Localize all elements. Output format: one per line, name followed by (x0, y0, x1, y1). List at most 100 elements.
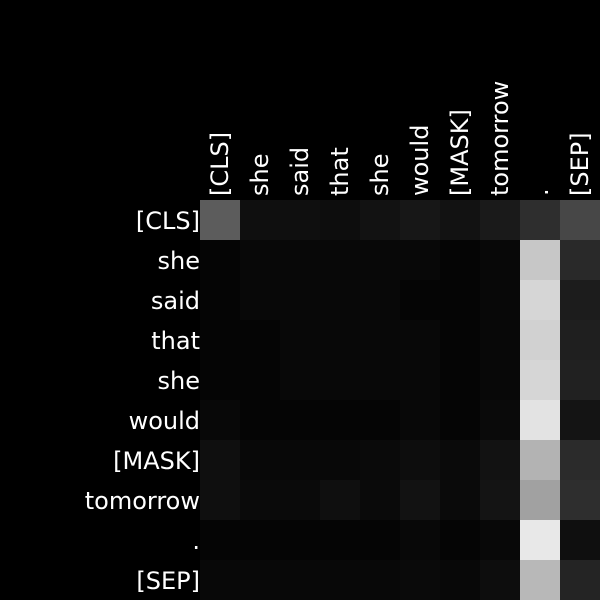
heatmap-cell-r7-c1 (240, 480, 280, 520)
heatmap-cell-r6-c5 (400, 440, 440, 480)
y-tick-label: [SEP] (136, 567, 200, 595)
heatmap-cell-r5-c0 (200, 400, 240, 440)
y-tick-labels: [CLS] she said that she would [MASK] tomorrow. [… (85, 207, 200, 595)
heatmap-cell-r0-c9 (560, 200, 600, 240)
heatmap-cell-r3-c3 (320, 320, 360, 360)
heatmap-cell-r3-c6 (440, 320, 480, 360)
heatmap-cell-r9-c4 (360, 560, 400, 600)
heatmap-cell-r0-c7 (480, 200, 520, 240)
heatmap-cell-r9-c7 (480, 560, 520, 600)
heatmap-cell-r5-c5 (400, 400, 440, 440)
heatmap-cell-r2-c4 (360, 280, 400, 320)
heatmap-cells (200, 200, 600, 600)
y-tick-label: [MASK] (113, 447, 200, 475)
heatmap-cell-r8-c7 (480, 520, 520, 560)
heatmap-cell-r2-c9 (560, 280, 600, 320)
x-tick-labels: [CLS] she said that she would [MASK] tomorrow.[… (206, 81, 594, 196)
heatmap-cell-r3-c2 (280, 320, 320, 360)
y-tick-label: . (192, 527, 200, 555)
heatmap-cell-r7-c7 (480, 480, 520, 520)
heatmap-cell-r8-c3 (320, 520, 360, 560)
heatmap-cell-r7-c6 (440, 480, 480, 520)
heatmap-cell-r0-c2 (280, 200, 320, 240)
heatmap-cell-r1-c9 (560, 240, 600, 280)
heatmap-cell-r3-c1 (240, 320, 280, 360)
heatmap-cell-r5-c1 (240, 400, 280, 440)
heatmap-cell-r1-c0 (200, 240, 240, 280)
heatmap-cell-r7-c2 (280, 480, 320, 520)
heatmap-cell-r4-c7 (480, 360, 520, 400)
x-tick-label: tomorrow (486, 81, 514, 196)
heatmap-cell-r7-c0 (200, 480, 240, 520)
heatmap-cell-r2-c7 (480, 280, 520, 320)
heatmap-cell-r6-c8 (520, 440, 560, 480)
heatmap-cell-r0-c5 (400, 200, 440, 240)
y-tick-label: she (158, 367, 200, 395)
heatmap-cell-r4-c6 (440, 360, 480, 400)
heatmap-cell-r2-c6 (440, 280, 480, 320)
heatmap-cell-r6-c3 (320, 440, 360, 480)
heatmap-cell-r3-c4 (360, 320, 400, 360)
heatmap-cell-r8-c1 (240, 520, 280, 560)
x-tick-label: she (246, 154, 274, 196)
heatmap-cell-r6-c9 (560, 440, 600, 480)
heatmap-cell-r3-c0 (200, 320, 240, 360)
x-tick-label: said (286, 147, 314, 196)
heatmap-cell-r5-c9 (560, 400, 600, 440)
y-tick-label: she (158, 247, 200, 275)
heatmap-cell-r8-c0 (200, 520, 240, 560)
heatmap-cell-r9-c3 (320, 560, 360, 600)
heatmap-cell-r1-c3 (320, 240, 360, 280)
heatmap-cell-r6-c1 (240, 440, 280, 480)
heatmap-cell-r4-c9 (560, 360, 600, 400)
heatmap-cell-r8-c6 (440, 520, 480, 560)
heatmap-cell-r9-c5 (400, 560, 440, 600)
heatmap-cell-r3-c8 (520, 320, 560, 360)
heatmap-cell-r4-c3 (320, 360, 360, 400)
x-tick-label: [CLS] (206, 132, 234, 196)
heatmap-cell-r8-c8 (520, 520, 560, 560)
heatmap-cell-r8-c2 (280, 520, 320, 560)
heatmap-cell-r4-c8 (520, 360, 560, 400)
heatmap-cell-r5-c7 (480, 400, 520, 440)
heatmap-cell-r2-c8 (520, 280, 560, 320)
heatmap-cell-r1-c4 (360, 240, 400, 280)
heatmap-cell-r9-c6 (440, 560, 480, 600)
heatmap-cell-r6-c2 (280, 440, 320, 480)
heatmap-cell-r0-c3 (320, 200, 360, 240)
heatmap-cell-r6-c0 (200, 440, 240, 480)
x-tick-label: she (366, 154, 394, 196)
heatmap-cell-r8-c5 (400, 520, 440, 560)
heatmap-cell-r4-c5 (400, 360, 440, 400)
heatmap-cell-r1-c2 (280, 240, 320, 280)
heatmap-cell-r5-c2 (280, 400, 320, 440)
heatmap-cell-r7-c4 (360, 480, 400, 520)
heatmap-cell-r5-c8 (520, 400, 560, 440)
heatmap-cell-r0-c8 (520, 200, 560, 240)
heatmap-cell-r9-c0 (200, 560, 240, 600)
x-tick-label: [MASK] (446, 109, 474, 196)
heatmap-cell-r9-c9 (560, 560, 600, 600)
heatmap-cell-r6-c7 (480, 440, 520, 480)
heatmap-cell-r5-c3 (320, 400, 360, 440)
heatmap-cell-r2-c5 (400, 280, 440, 320)
heatmap-cell-r9-c1 (240, 560, 280, 600)
heatmap-cell-r1-c1 (240, 240, 280, 280)
heatmap-cell-r0-c4 (360, 200, 400, 240)
heatmap-cell-r4-c1 (240, 360, 280, 400)
heatmap-cell-r0-c1 (240, 200, 280, 240)
heatmap-cell-r3-c5 (400, 320, 440, 360)
heatmap-cell-r2-c0 (200, 280, 240, 320)
heatmap-cell-r9-c8 (520, 560, 560, 600)
y-tick-label: would (129, 407, 200, 435)
heatmap-cell-r8-c4 (360, 520, 400, 560)
x-tick-label: [SEP] (566, 132, 594, 196)
heatmap-cell-r0-c0 (200, 200, 240, 240)
heatmap-cell-r3-c9 (560, 320, 600, 360)
y-tick-label: [CLS] (136, 207, 200, 235)
heatmap-cell-r9-c2 (280, 560, 320, 600)
heatmap-cell-r0-c6 (440, 200, 480, 240)
x-tick-label: that (326, 147, 354, 196)
x-tick-label: would (406, 125, 434, 196)
